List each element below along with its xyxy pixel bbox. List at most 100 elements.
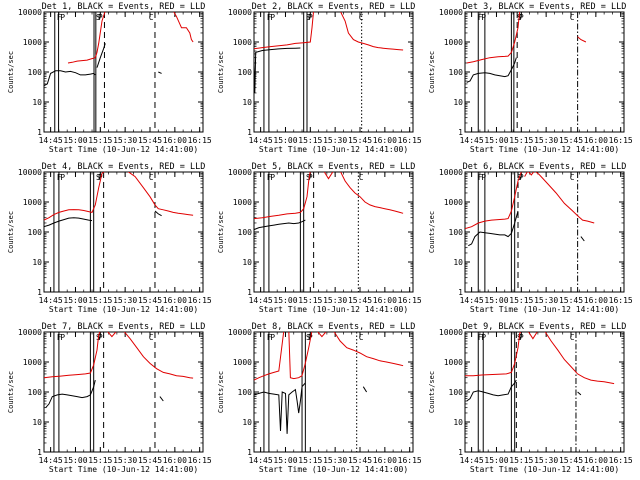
x-axis-label: Start Time (10-Jun-12 14:41:00) bbox=[470, 465, 619, 474]
x-tick-label: 15:30 bbox=[113, 296, 137, 305]
phase-marker-s: S bbox=[306, 13, 311, 22]
events-series-line bbox=[577, 391, 582, 396]
y-tick-label: 1 bbox=[458, 288, 463, 297]
x-tick-label: 15:15 bbox=[298, 296, 322, 305]
y-tick-label: 100 bbox=[449, 228, 464, 237]
y-tick-label: 10000 bbox=[439, 168, 463, 177]
y-tick-label: 10 bbox=[32, 258, 42, 267]
phase-marker-p: P bbox=[308, 13, 313, 22]
x-tick-label: 16:00 bbox=[163, 136, 187, 145]
y-tick-label: 10 bbox=[453, 418, 463, 427]
phase-marker-p: P bbox=[519, 333, 524, 342]
x-tick-label: 15:15 bbox=[298, 136, 322, 145]
y-tick-label: 1 bbox=[247, 128, 252, 137]
y-tick-label: 100 bbox=[28, 388, 43, 397]
x-tick-label: 15:30 bbox=[534, 296, 558, 305]
x-tick-label: 16:00 bbox=[584, 296, 608, 305]
phase-marker-c: C bbox=[359, 13, 364, 22]
x-tick-label: 15:15 bbox=[298, 456, 322, 465]
x-axis-label: Start Time (10-Jun-12 14:41:00) bbox=[49, 305, 198, 314]
x-axis-label: Start Time (10-Jun-12 14:41:00) bbox=[259, 145, 408, 154]
y-tick-label: 100 bbox=[449, 388, 464, 397]
x-tick-label: 14:45 bbox=[460, 456, 484, 465]
x-tick-label: 14:45 bbox=[460, 136, 484, 145]
phase-marker-p: P bbox=[481, 173, 486, 182]
y-axis-label: Counts/sec bbox=[217, 371, 225, 413]
events-series-line bbox=[96, 43, 106, 68]
y-axis-label: Counts/sec bbox=[428, 211, 436, 253]
plot-frame bbox=[43, 171, 204, 293]
series-group bbox=[465, 172, 595, 247]
y-tick-label: 10 bbox=[32, 98, 42, 107]
x-tick-label: 16:00 bbox=[584, 456, 608, 465]
phase-marker-f: F bbox=[478, 13, 483, 22]
y-tick-label: 1000 bbox=[23, 38, 42, 47]
plot-frame bbox=[253, 331, 414, 453]
y-tick-label: 100 bbox=[28, 228, 43, 237]
x-axis-label: Start Time (10-Jun-12 14:41:00) bbox=[470, 305, 619, 314]
phase-marker-c: C bbox=[570, 13, 575, 22]
x-tick-label: 14:45 bbox=[249, 136, 273, 145]
phase-marker-p: P bbox=[60, 333, 65, 342]
y-tick-label: 1 bbox=[247, 288, 252, 297]
events-series-line bbox=[254, 47, 301, 94]
y-tick-label: 1000 bbox=[23, 358, 42, 367]
y-tick-label: 10 bbox=[242, 98, 252, 107]
x-tick-label: 14:45 bbox=[460, 296, 484, 305]
plot-frame bbox=[43, 331, 204, 453]
series-group bbox=[44, 12, 194, 87]
detector-panel-3: Det 3, BLACK = Events, RED = LLD 1 10 100 10… bbox=[428, 2, 633, 154]
phase-marker-f: F bbox=[57, 333, 62, 342]
plot-frame bbox=[464, 171, 625, 293]
phase-marker-f: F bbox=[267, 13, 272, 22]
phase-marker-p: P bbox=[481, 13, 486, 22]
x-tick-label: 15:15 bbox=[88, 296, 112, 305]
x-tick-label: 16:00 bbox=[373, 456, 397, 465]
phase-marker-p: P bbox=[270, 13, 275, 22]
y-tick-label: 1 bbox=[37, 128, 42, 137]
y-tick-label: 1 bbox=[37, 288, 42, 297]
x-tick-label: 15:15 bbox=[88, 456, 112, 465]
series-group bbox=[44, 172, 194, 228]
panel-title: Det 5, BLACK = Events, RED = LLD bbox=[252, 162, 416, 172]
y-tick-label: 1000 bbox=[444, 38, 463, 47]
lld-series-line bbox=[528, 332, 615, 385]
x-tick-label: 15:00 bbox=[63, 296, 87, 305]
lld-series-line bbox=[524, 172, 595, 224]
events-series-line bbox=[254, 382, 306, 434]
series-group bbox=[254, 12, 404, 94]
phase-marker-f: F bbox=[478, 173, 483, 182]
x-tick-label: 15:45 bbox=[348, 296, 372, 305]
y-tick-label: 10 bbox=[242, 418, 252, 427]
y-axis-label: Counts/sec bbox=[428, 51, 436, 93]
y-axis-label: Counts/sec bbox=[7, 211, 15, 253]
detector-panel-5: Det 5, BLACK = Events, RED = LLD 1 10 100 10… bbox=[217, 162, 422, 314]
phase-marker-f: F bbox=[267, 173, 272, 182]
lld-series-line bbox=[44, 172, 105, 221]
x-tick-label: 15:30 bbox=[113, 456, 137, 465]
phase-marker-p: P bbox=[60, 173, 65, 182]
x-tick-label: 15:30 bbox=[323, 456, 347, 465]
x-tick-label: 15:45 bbox=[348, 456, 372, 465]
series-group bbox=[254, 172, 404, 231]
x-axis-label: Start Time (10-Jun-12 14:41:00) bbox=[49, 145, 198, 154]
events-series-line bbox=[158, 71, 162, 74]
phase-marker-c: C bbox=[570, 173, 575, 182]
lld-series-line bbox=[466, 12, 521, 64]
y-tick-label: 1000 bbox=[233, 38, 252, 47]
y-tick-label: 100 bbox=[28, 68, 43, 77]
events-series-line bbox=[154, 210, 162, 217]
x-tick-label: 16:00 bbox=[373, 136, 397, 145]
x-tick-label: 15:15 bbox=[509, 296, 533, 305]
y-axis-label: Counts/sec bbox=[7, 371, 15, 413]
y-tick-label: 10 bbox=[453, 98, 463, 107]
lld-series-line bbox=[465, 172, 522, 230]
plot-frame bbox=[464, 11, 625, 133]
series-group bbox=[466, 12, 587, 83]
events-series-line bbox=[254, 219, 306, 231]
x-tick-label: 14:45 bbox=[39, 136, 63, 145]
panel-title: Det 3, BLACK = Events, RED = LLD bbox=[463, 2, 627, 12]
plot-frame bbox=[464, 331, 625, 453]
detector-panel-1: Det 1, BLACK = Events, RED = LLD 1 10 100 10… bbox=[7, 2, 212, 154]
x-tick-label: 14:45 bbox=[39, 296, 63, 305]
